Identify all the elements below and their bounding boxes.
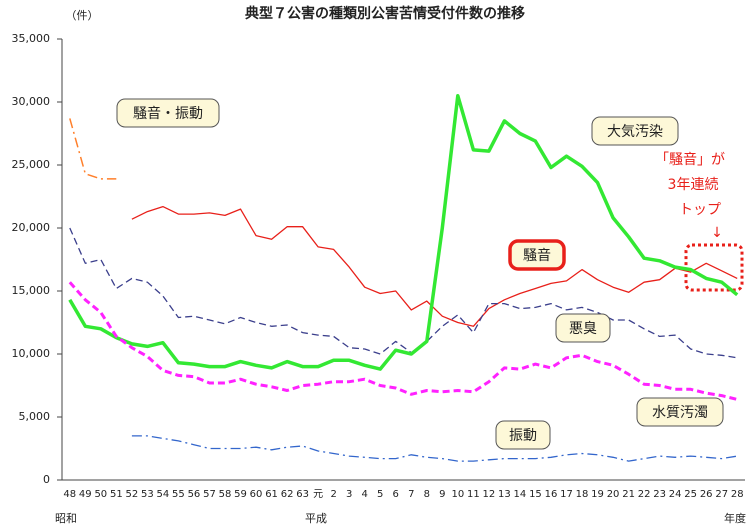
legend-box xyxy=(555,313,611,343)
legend-box xyxy=(636,397,724,427)
x-tick-label: 50 xyxy=(94,489,107,500)
series-line xyxy=(131,435,738,462)
x-tick-label: 15 xyxy=(529,489,542,500)
x-tick-label: 23 xyxy=(653,489,666,500)
x-tick-label: 6 xyxy=(393,489,399,500)
y-tick-label: 35,000 xyxy=(12,32,51,45)
x-tick-label: 62 xyxy=(281,489,294,500)
x-tick-label: 63 xyxy=(296,489,309,500)
x-tick-label: 52 xyxy=(125,489,138,500)
x-tick-label: 49 xyxy=(79,489,92,500)
x-tick-label: 12 xyxy=(483,489,496,500)
x-tick-label: 4 xyxy=(362,489,368,500)
x-tick-label: 28 xyxy=(731,489,744,500)
x-tick-label: 53 xyxy=(141,489,154,500)
x-tick-label: 17 xyxy=(560,489,573,500)
legend-label: 水質汚濁 xyxy=(652,405,708,421)
x-tick-label: 5 xyxy=(377,489,383,500)
series-line xyxy=(69,227,738,359)
y-tick-label: 20,000 xyxy=(12,221,51,234)
series-line xyxy=(68,93,739,371)
x-tick-label: 61 xyxy=(265,489,278,500)
x-tick-label: 16 xyxy=(545,489,558,500)
x-tick-label: 8 xyxy=(424,489,430,500)
legend-label: 振動 xyxy=(509,428,537,444)
era-label: 昭和 xyxy=(55,512,77,525)
y-tick-label: 5,000 xyxy=(19,410,51,423)
x-tick-label: 9 xyxy=(439,489,445,500)
x-tick-label: 57 xyxy=(203,489,216,500)
x-tick-label: 11 xyxy=(467,489,480,500)
y-tick-label: 25,000 xyxy=(12,158,51,171)
x-tick-label: 13 xyxy=(498,489,511,500)
y-tick-label: 30,000 xyxy=(12,95,51,108)
annotation: トップ xyxy=(679,202,721,218)
legend-label: 騒音・振動 xyxy=(133,105,203,122)
era-label: 平成 xyxy=(305,512,327,525)
y-tick-label: 10,000 xyxy=(12,347,51,360)
x-tick-label: 27 xyxy=(715,489,728,500)
annotation: 「騒音」が xyxy=(655,151,725,168)
legend-box xyxy=(495,420,551,450)
x-tick-label: 25 xyxy=(684,489,697,500)
y-unit: （件） xyxy=(66,9,99,22)
legend-label: 悪臭 xyxy=(569,321,597,337)
x-tick-label: 元 xyxy=(313,489,323,500)
legend-box xyxy=(591,116,679,146)
legend-label: 大気汚染 xyxy=(607,124,663,140)
x-tick-label: 58 xyxy=(219,489,232,500)
x-tick-label: 60 xyxy=(250,489,263,500)
x-axis-label: 年度 xyxy=(724,511,746,525)
x-tick-label: 26 xyxy=(700,489,713,500)
x-tick-label: 51 xyxy=(110,489,123,500)
legend-box xyxy=(116,98,220,128)
series-line xyxy=(131,205,738,327)
annotation-arrow: ↓ xyxy=(711,225,723,241)
x-tick-label: 20 xyxy=(607,489,620,500)
x-tick-label: 19 xyxy=(591,489,604,500)
x-tick-label: 56 xyxy=(188,489,201,500)
x-tick-label: 59 xyxy=(234,489,247,500)
legend-label: 騒音 xyxy=(523,247,551,264)
series-line xyxy=(69,118,117,180)
x-tick-label: 10 xyxy=(451,489,464,500)
x-tick-label: 3 xyxy=(346,489,352,500)
x-tick-label: 24 xyxy=(669,489,682,500)
x-tick-label: 14 xyxy=(514,489,527,500)
x-tick-label: 48 xyxy=(63,489,76,500)
annotation: 3年連続 xyxy=(668,176,719,193)
x-tick-label: 2 xyxy=(330,489,336,500)
series-line xyxy=(68,281,738,401)
chart-title: 典型７公害の種類別公害苦情受付件数の推移 xyxy=(245,5,525,22)
x-tick-label: 21 xyxy=(622,489,635,500)
legend-box xyxy=(508,239,566,271)
x-tick-label: 54 xyxy=(157,489,170,500)
y-tick-label: 15,000 xyxy=(12,284,51,297)
y-tick-label: 0 xyxy=(43,473,50,486)
x-tick-label: 22 xyxy=(638,489,651,500)
x-tick-label: 55 xyxy=(172,489,185,500)
x-tick-label: 7 xyxy=(408,489,414,500)
x-tick-label: 18 xyxy=(576,489,589,500)
